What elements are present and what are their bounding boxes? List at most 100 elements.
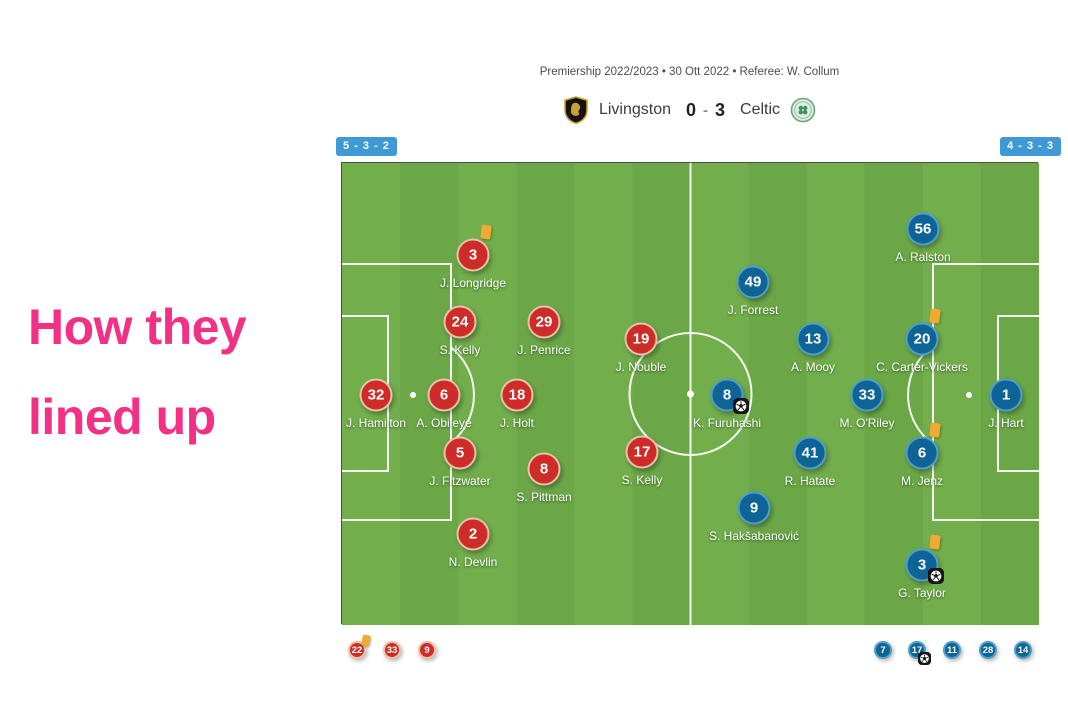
player-number: 56: [914, 220, 932, 238]
substitute-marker-away-14[interactable]: 14: [1014, 641, 1032, 659]
player-marker-away-56[interactable]: 56: [906, 212, 940, 246]
away-formation-badge: 4 - 3 - 3: [1000, 137, 1061, 156]
player-number: 1: [1001, 386, 1011, 404]
player-marker-away-1[interactable]: 1: [989, 378, 1023, 412]
player-marker-home-24[interactable]: 24: [443, 305, 477, 339]
player-marker-home-17[interactable]: 17: [625, 435, 659, 469]
yellow-card-icon: [480, 224, 492, 240]
player-marker-home-8[interactable]: 8: [527, 452, 561, 486]
score-separator: -: [703, 101, 709, 119]
page-title-line1: How they: [28, 299, 247, 355]
away-score: 3: [715, 99, 726, 120]
player-name-label: G. Taylor: [898, 586, 946, 600]
substitute-marker-home-22[interactable]: 22: [348, 641, 366, 659]
player-number: 8: [539, 460, 549, 478]
player-name-label: J. Longridge: [439, 276, 507, 290]
player-name-label: A. Ralston: [895, 250, 951, 264]
yellow-card-icon: [929, 534, 941, 550]
player-number: 5: [455, 444, 465, 462]
player-name-label: S. Kelly: [621, 473, 663, 487]
player-marker-home-3[interactable]: 3: [456, 238, 490, 272]
goal-ball-badge: [733, 398, 749, 414]
player-number: 3: [468, 246, 478, 264]
player-number: 41: [801, 444, 819, 462]
player-number: 19: [632, 330, 650, 348]
player-name-label: J. Hamilton: [345, 416, 407, 430]
substitute-marker-away-7[interactable]: 7: [874, 641, 892, 659]
player-number: 6: [439, 386, 449, 404]
player-name-label: J. Hart: [988, 416, 1024, 430]
substitute-number: 28: [982, 644, 994, 656]
score-row: Livingston 0 - 3 Celtic: [341, 96, 1038, 124]
home-formation-badge: 5 - 3 - 2: [336, 137, 397, 156]
substitute-number: 11: [946, 644, 958, 656]
player-name-label: A. Mooy: [790, 360, 836, 374]
yellow-card-icon: [360, 634, 372, 647]
player-number: 49: [744, 273, 762, 291]
player-number: 33: [858, 386, 876, 404]
player-marker-away-13[interactable]: 13: [796, 322, 830, 356]
player-marker-home-2[interactable]: 2: [456, 517, 490, 551]
player-name-label: S. Pittman: [516, 490, 572, 504]
player-marker-away-20[interactable]: 20: [905, 322, 939, 356]
player-number: 18: [508, 386, 526, 404]
substitute-number: 7: [880, 644, 886, 656]
page-title-line2: lined up: [28, 389, 216, 445]
player-name-label: N. Devlin: [448, 555, 498, 569]
celtic-crest-icon: [790, 97, 816, 123]
page-title: How they lined up: [28, 282, 247, 462]
substitute-number: 14: [1017, 644, 1029, 656]
player-name-label: J. Forrest: [727, 303, 779, 317]
away-team-name[interactable]: Celtic: [740, 101, 781, 118]
match-header: Premiership 2022/2023 • 30 Ott 2022 • Re…: [341, 66, 1038, 124]
player-marker-home-5[interactable]: 5: [443, 436, 477, 470]
player-number: 13: [804, 330, 822, 348]
livingston-crest-icon: [564, 96, 588, 124]
player-number: 2: [468, 525, 478, 543]
player-marker-away-33[interactable]: 33: [850, 378, 884, 412]
player-name-label: J. Penrice: [517, 343, 571, 357]
substitute-number: 9: [424, 644, 430, 656]
pitch: 32 J. Hamilton 3 J. Longridge 24 S. Kelly 6 A. …: [341, 162, 1039, 625]
player-marker-home-29[interactable]: 29: [527, 305, 561, 339]
player-name-label: J. Fitzwater: [429, 474, 491, 488]
player-marker-away-6[interactable]: 6: [905, 436, 939, 470]
player-number: 24: [451, 313, 469, 331]
goal-ball-icon: [733, 398, 749, 414]
player-marker-away-9[interactable]: 9: [737, 491, 771, 525]
player-name-label: S. Hakšabanović: [708, 529, 800, 543]
goal-ball-badge: [918, 652, 931, 665]
player-name-label: K. Furuhashi: [692, 416, 762, 430]
player-number: 20: [913, 330, 931, 348]
player-name-label: C. Carter-Vickers: [876, 360, 968, 374]
player-name-label: A. Obileye: [416, 416, 472, 430]
substitute-number: 17: [911, 644, 923, 656]
player-name-label: M. O'Riley: [839, 416, 895, 430]
goal-ball-icon: [928, 568, 944, 584]
player-marker-home-32[interactable]: 32: [359, 378, 393, 412]
substitute-marker-away-28[interactable]: 28: [979, 641, 997, 659]
player-number: 32: [367, 386, 385, 404]
substitute-marker-home-9[interactable]: 9: [418, 641, 436, 659]
substitute-number: 22: [351, 644, 363, 656]
player-name-label: M. Jenz: [900, 474, 944, 488]
substitute-marker-home-33[interactable]: 33: [383, 641, 401, 659]
player-marker-away-41[interactable]: 41: [793, 436, 827, 470]
player-marker-home-18[interactable]: 18: [500, 378, 534, 412]
player-name-label: R. Hatate: [784, 474, 836, 488]
player-name-label: J. Nouble: [615, 360, 667, 374]
player-number: 8: [722, 386, 732, 404]
player-marker-away-49[interactable]: 49: [736, 265, 770, 299]
player-number: 9: [749, 499, 759, 517]
score: 0 - 3: [686, 100, 725, 121]
goal-ball-badge: [928, 568, 944, 584]
substitute-marker-away-11[interactable]: 11: [943, 641, 961, 659]
player-name-label: S. Kelly: [439, 343, 481, 357]
home-team-name[interactable]: Livingston: [598, 101, 671, 118]
yellow-card-icon: [929, 422, 941, 438]
player-number: 17: [633, 443, 651, 461]
player-number: 6: [917, 444, 927, 462]
player-marker-home-6[interactable]: 6: [427, 378, 461, 412]
player-marker-home-19[interactable]: 19: [624, 322, 658, 356]
